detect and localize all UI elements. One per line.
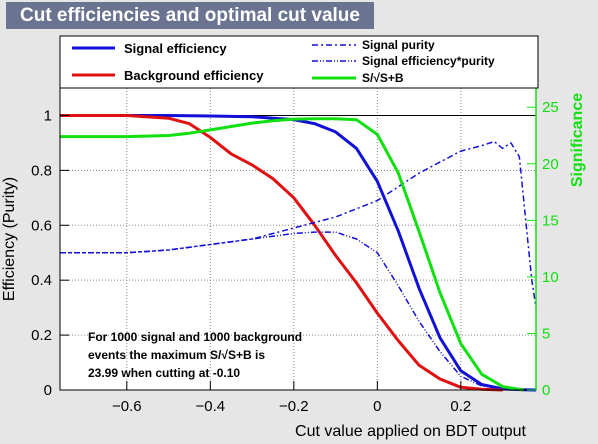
legend-label-signal-efficiency: Signal efficiency xyxy=(124,41,227,56)
series-line-signal-efficiency xyxy=(60,114,537,392)
x-tick-label: −0.6 xyxy=(112,398,142,415)
legend: Signal efficiency Background efficiency … xyxy=(59,35,539,89)
y2-tick-label: 10 xyxy=(542,269,559,286)
y-tick-label: 0.2 xyxy=(31,327,52,344)
series-line-signal-purity xyxy=(60,140,537,308)
chart-title: Cut efficiencies and optimal cut value xyxy=(6,2,374,29)
plot-frame-bg xyxy=(60,88,536,390)
series-group xyxy=(60,114,537,392)
annotation-line-3: 23.99 when cutting at -0.10 xyxy=(88,366,240,380)
legend-label-signal-eff-purity: Signal efficiency*purity xyxy=(362,54,495,68)
x-tick-label: −0.2 xyxy=(279,398,309,415)
legend-label-background-efficiency: Background efficiency xyxy=(124,68,264,83)
series-line-signal-efficiency-purity xyxy=(60,231,524,391)
y2-tick-label: 20 xyxy=(542,156,559,173)
x-axis-title: Cut value applied on BDT output xyxy=(295,423,527,440)
series-line-background-efficiency xyxy=(60,114,503,392)
y-tick-label: 0.6 xyxy=(31,217,52,234)
annotation-line-2: events the maximum S/√S+B is xyxy=(88,348,265,362)
legend-label-significance: S/√S+B xyxy=(362,71,404,85)
legend-label-signal-purity: Signal purity xyxy=(362,38,435,52)
y2-tick-label: 25 xyxy=(542,99,559,116)
y2-tick-label: 0 xyxy=(542,382,550,399)
annotation: For 1000 signal and 1000 background even… xyxy=(88,330,302,380)
legend-box xyxy=(59,35,539,89)
y-tick-label: 1 xyxy=(44,107,52,124)
y2-tick-label: 5 xyxy=(542,325,550,342)
annotation-line-1: For 1000 signal and 1000 background xyxy=(88,330,302,344)
x-tick-label: 0.2 xyxy=(450,398,471,415)
y-axis-title: Efficiency (Purity) xyxy=(1,177,18,301)
series-line-s-s-b xyxy=(60,117,524,392)
y-tick-label: 0.4 xyxy=(31,272,52,289)
x-tick-label: −0.4 xyxy=(196,398,226,415)
y2-tick-label: 15 xyxy=(542,212,559,229)
y2-axis-title: Significance xyxy=(569,93,586,187)
x-tick-label: 0 xyxy=(373,398,381,415)
y-tick-label: 0 xyxy=(44,382,52,399)
y-tick-label: 0.8 xyxy=(31,162,52,179)
